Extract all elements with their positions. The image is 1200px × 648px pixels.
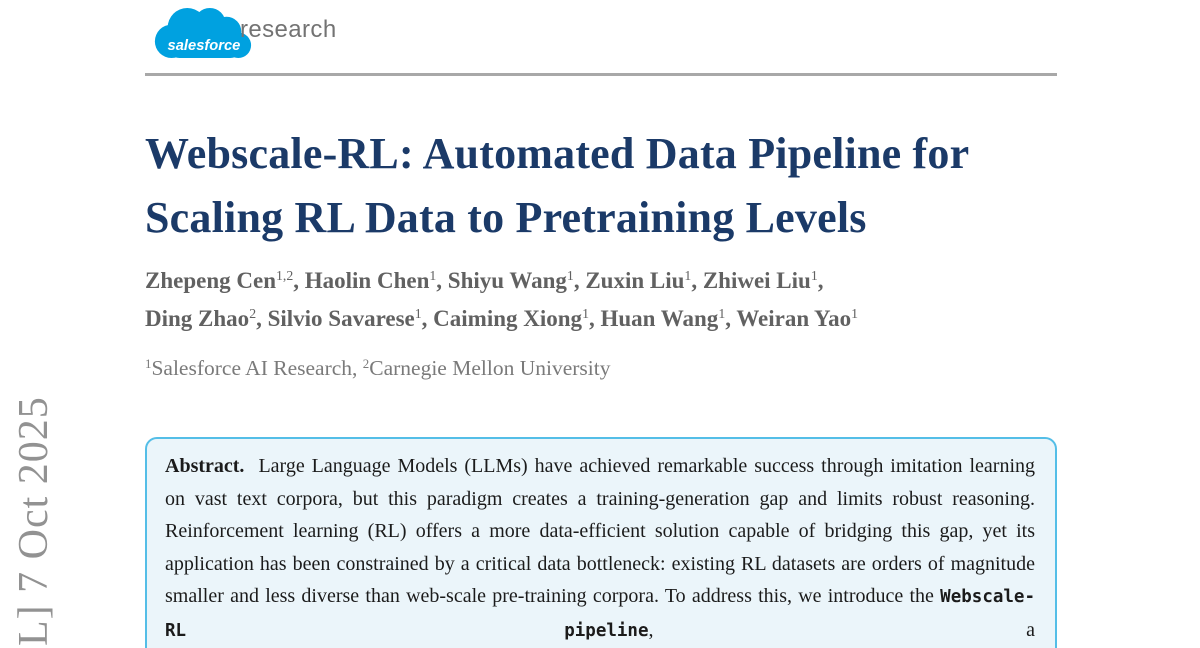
cloud-shape [154,7,252,59]
author: Zhiwei Liu1 [702,268,818,293]
author: Shiyu Wang1 [447,268,574,293]
header-logo: salesforce research [148,4,548,64]
affiliation: 1Salesforce AI Research [145,356,353,380]
salesforce-cloud-icon: salesforce [154,7,252,59]
paper-title-line2: Scaling RL Data to Pretraining Levels [145,193,867,242]
salesforce-brand-text: salesforce [168,38,241,54]
abstract-label: Abstract. [165,455,245,477]
author: Caiming Xiong1 [433,306,589,331]
arxiv-date-vertical-text: CL] 7 Oct 2025 [11,396,57,648]
abstract-body-before: Large Language Models (LLMs) have achiev… [165,455,1035,607]
research-label: research [240,16,337,43]
affiliation-list: 1Salesforce AI Research, 2Carnegie Mello… [145,356,611,380]
paper-title-line1: Webscale-RL: Automated Data Pipeline for [145,129,970,178]
paper-title: Webscale-RL: Automated Data Pipeline for… [145,122,1075,250]
author: Zuxin Liu1 [585,268,692,293]
author: Ding Zhao2 [145,306,257,331]
author: Silvio Savarese1 [267,306,422,331]
affiliation: 2Carnegie Mellon University [362,356,611,380]
author: Haolin Chen1 [304,268,437,293]
author: Huan Wang1 [600,306,726,331]
author: Weiran Yao1 [736,306,859,331]
abstract-body-after: , a [648,618,1035,641]
author-list: Zhepeng Cen1,2, Haolin Chen1, Shiyu Wang… [145,268,859,331]
abstract-text: Abstract. Large Language Models (LLMs) ha… [165,450,1035,647]
abstract-box: Abstract. Large Language Models (LLMs) ha… [145,437,1057,648]
author: Zhepeng Cen1,2 [145,268,294,293]
header-divider [145,73,1057,76]
abstract-code-highlight: Webscale-RL pipeline [165,587,1035,641]
